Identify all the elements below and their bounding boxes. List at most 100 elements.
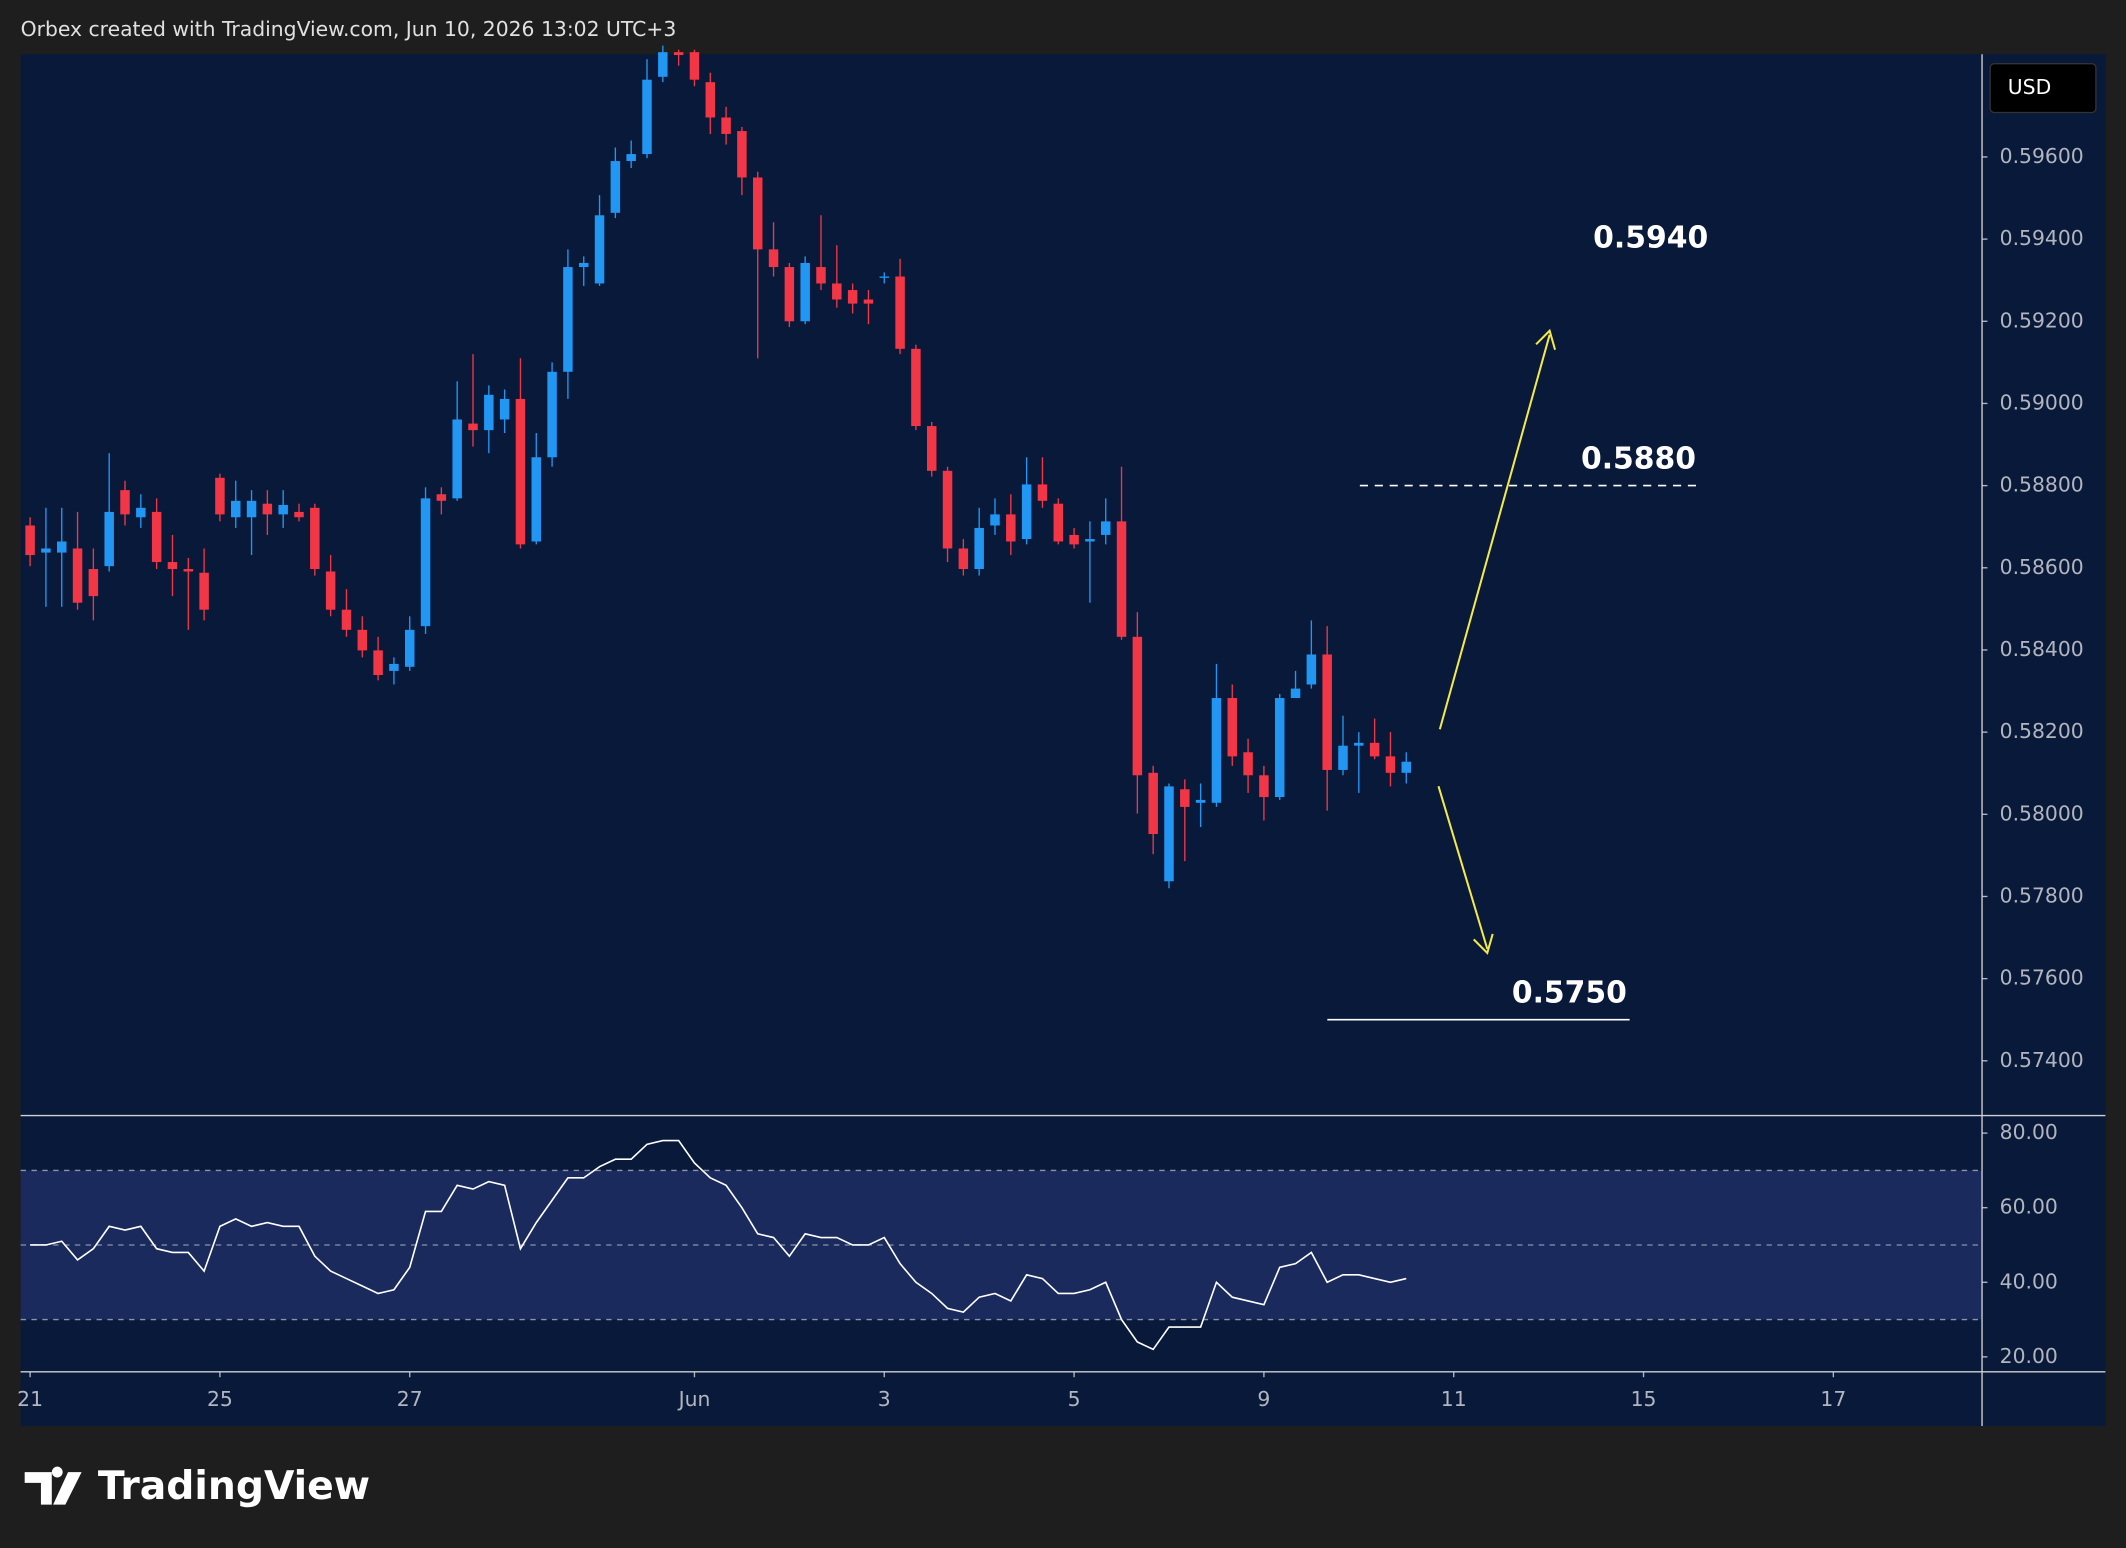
y-tick-label: 40.00 [2000,1269,2058,1293]
candle-body [1401,761,1412,773]
candle-body [484,394,494,431]
x-tick-label: 25 [207,1387,233,1411]
candle-body [737,131,747,178]
candle-body [531,457,542,542]
logo: TradingView [24,1464,370,1509]
x-tick-label: 17 [1820,1387,1846,1411]
candle-body [56,541,67,553]
candle-body [278,504,288,515]
candle-body [1100,521,1111,535]
projection-arrows [1437,328,1557,955]
candle-body [1053,503,1064,542]
x-tick-label: 11 [1441,1387,1467,1411]
y-tick-label: 0.58200 [2000,719,2084,743]
level-label: 0.5880 [1581,441,1696,476]
x-tick-label: 15 [1631,1387,1657,1411]
y-tick-label: 0.58600 [2000,555,2084,579]
arrow-down-head [1473,933,1494,955]
y-tick-label: 0.57400 [2000,1048,2084,1072]
candle-body [452,419,462,499]
x-tick-label: 9 [1257,1387,1270,1411]
header-title: Orbex created with TradingView.com, Jun … [21,17,677,41]
candle-body [705,82,716,118]
y-tick-label: 0.59600 [2000,144,2084,168]
x-tick-label: 27 [397,1387,423,1411]
candle-body [420,498,431,627]
candle-body [642,79,652,155]
candle-body [120,490,130,515]
candle-body [41,548,51,553]
candle-body [1274,698,1285,798]
candle-body [658,52,668,77]
candle-body [1069,534,1079,545]
candle-body [436,494,447,501]
candle-body [863,299,874,304]
candle-body [1322,654,1332,770]
candle-body [294,511,304,518]
y-tick-label: 0.57800 [2000,883,2084,907]
candle-body [610,161,621,213]
candle-body [1211,698,1222,803]
candle-body [215,477,225,515]
candle-body [151,511,162,563]
candle-body [1195,799,1206,803]
candle-body [404,629,415,667]
candle-body [1306,654,1317,685]
candle-body [389,663,399,671]
candle-body [1290,688,1301,699]
rsi-line [30,1139,1407,1351]
candle-body [72,548,83,603]
candle-body [499,398,510,420]
candle-body [1385,756,1396,773]
candle-body [578,262,589,268]
candle-body [784,267,795,322]
candle-body [468,423,478,431]
candle-body [673,52,684,56]
candle-body [325,571,336,610]
candle-body [563,267,573,372]
candle-body [974,527,984,570]
x-tick-label: 21 [17,1387,43,1411]
candle-body [1006,514,1016,542]
candle-body [911,348,921,427]
candle-body [990,514,1000,526]
candle-body [832,283,842,300]
candle-body [1227,698,1238,757]
candle-body [1148,772,1158,835]
y-tick-label: 60.00 [2000,1195,2058,1219]
candle-body [104,511,114,567]
currency-label[interactable]: USD [2008,75,2051,99]
candle-body [800,262,810,322]
candle-body [594,215,605,284]
level-label: 0.5940 [1593,221,1708,256]
candle-body [1243,752,1253,776]
candle-body [515,398,526,545]
candle-body [1021,484,1032,540]
candle-body [942,470,953,549]
candle-body [373,650,383,676]
y-tick-label: 0.59200 [2000,308,2084,332]
candle-body [167,562,178,570]
level-label: 0.5750 [1512,975,1627,1010]
currency-button[interactable] [1989,63,2097,114]
candle-body [547,371,557,458]
candle-body [1180,789,1190,807]
candle-body [1164,786,1174,882]
candle-body [626,154,636,162]
candle-body [1338,745,1348,770]
candle-body [246,500,257,518]
candle-body [958,548,969,570]
y-tick-label: 20.00 [2000,1344,2058,1368]
candle-body [25,525,35,556]
candle-body [768,249,779,268]
y-tick-label: 0.58800 [2000,473,2084,497]
y-tick-label: 0.58000 [2000,801,2084,825]
price-axis [1982,54,2106,1427]
candle-body [341,609,352,630]
y-tick-label: 0.58400 [2000,637,2084,661]
candle-body [230,500,241,518]
candle-body [199,572,209,610]
candle-body [1085,539,1095,542]
